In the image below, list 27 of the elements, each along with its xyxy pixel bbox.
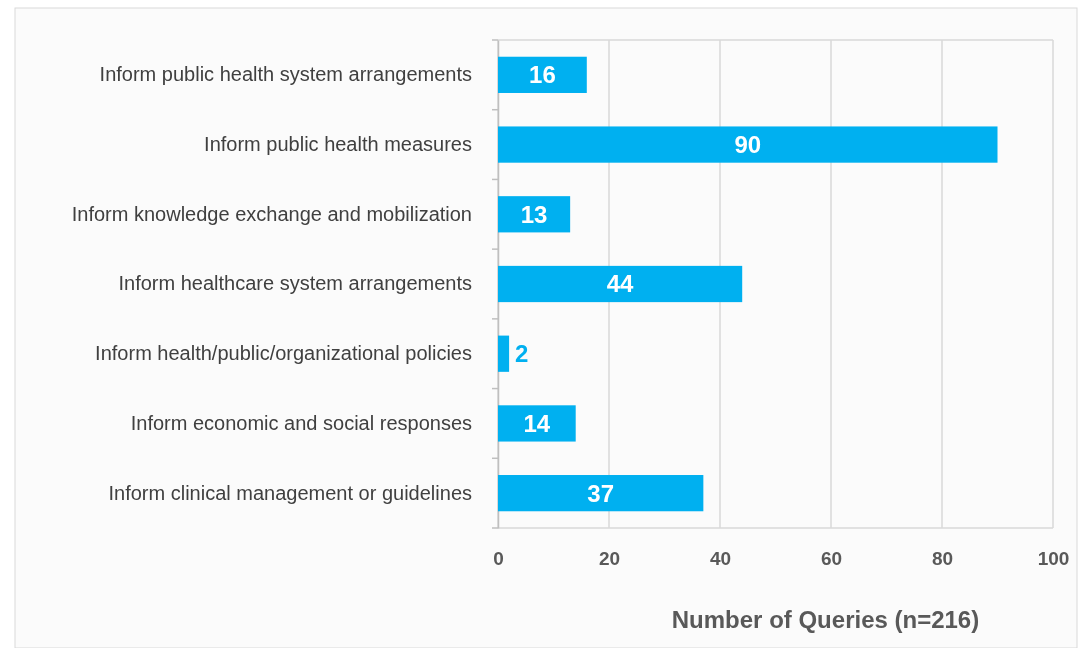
x-tick-label: 100: [1037, 548, 1070, 570]
data-label: 13: [520, 200, 548, 228]
x-tick-label: 20: [598, 548, 621, 570]
y-tick-label: Inform healthcare system arrangements: [118, 272, 472, 295]
y-tick-label: Inform health/public/organizational policies: [95, 342, 472, 365]
data-label: 44: [606, 270, 635, 298]
data-label: 2: [515, 340, 529, 368]
y-tick-label: Inform economic and social responses: [130, 411, 472, 434]
bar: [498, 126, 998, 163]
data-label: 37: [587, 479, 615, 507]
bar: [498, 405, 576, 442]
y-tick-label: Inform public health system arrangements: [99, 63, 472, 86]
y-tick-label: Inform clinical management or guidelines: [108, 481, 472, 504]
y-tick-label: Inform knowledge exchange and mobilization: [71, 202, 472, 225]
bar: [498, 475, 704, 512]
x-tick-label: 80: [931, 548, 954, 570]
bar: [498, 265, 743, 303]
x-tick-label: 0: [493, 548, 504, 570]
data-label: 14: [523, 409, 551, 437]
data-label: 16: [529, 61, 556, 89]
bar: [498, 56, 587, 93]
bar: [498, 335, 510, 372]
x-tick-label: 60: [820, 548, 843, 570]
x-tick-label: 40: [709, 548, 732, 570]
x-axis-title: Number of Queries (n=216): [671, 606, 980, 633]
y-tick-label: Inform public health measures: [204, 132, 472, 155]
data-label: 90: [734, 130, 762, 158]
